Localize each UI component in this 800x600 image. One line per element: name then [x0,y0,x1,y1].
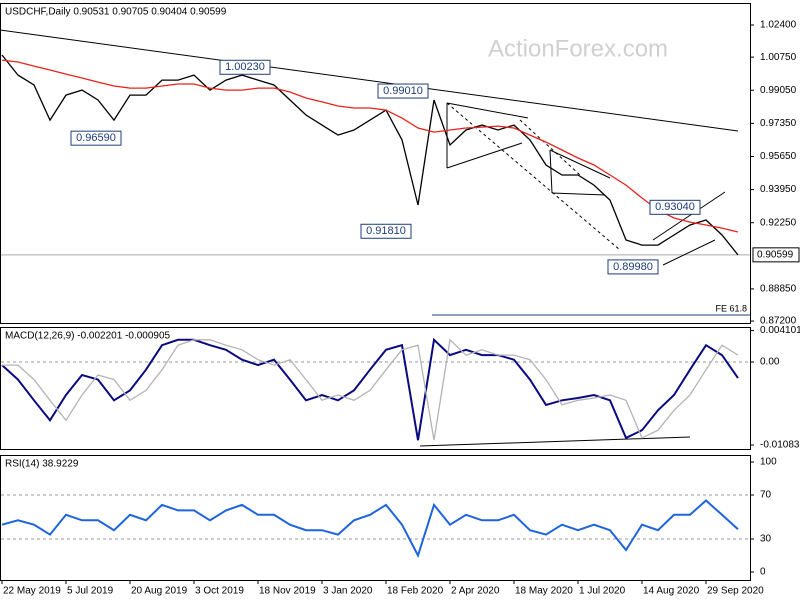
y-tick-label: 30 [760,534,772,545]
y-tick-label: 1.00750 [760,52,797,63]
price-annotation: 0.91810 [366,225,406,237]
price-annotation: 0.93040 [655,201,695,213]
price-annotation: 0.89980 [613,261,653,273]
x-tick-label: 20 Aug 2019 [131,586,188,597]
trendline [551,192,606,196]
x-tick-label: 2 Apr 2020 [451,586,500,597]
y-tick-label: 70 [760,490,772,501]
price-annotation-box [649,199,701,215]
panel-title: MACD(12,26,9) -0.002201 -0.000905 [5,331,171,342]
panel-title: USDCHF,Daily 0.90531 0.90705 0.90404 0.9… [5,7,227,18]
y-tick-label: 0.92250 [760,217,797,228]
series-line [1,54,739,256]
price-annotation-box [360,223,412,239]
y-tick-label: -0.010833 [760,440,800,451]
trendline-dashed [519,119,581,176]
panel [0,455,751,581]
last-price-box [752,247,800,263]
x-tick-label: 18 Feb 2020 [387,586,444,597]
x-tick-label: 18 Nov 2019 [259,586,316,597]
x-tick-label: 3 Jan 2020 [323,586,373,597]
trendline [652,191,726,241]
y-tick-label: 0.00 [760,357,780,368]
y-tick-label: 0.93950 [760,184,797,195]
y-tick-label: 1.02400 [760,20,797,31]
fe-label: FE 61.8 [715,303,747,313]
price-annotation-box [377,83,429,99]
x-tick-label: 29 Sep 2020 [707,586,764,597]
series-line [2,338,739,441]
panel [0,327,751,450]
y-tick-label: 0.004101 [760,325,800,336]
y-tick-label: 0.87200 [760,316,797,327]
y-tick-label: 0.95650 [760,151,797,162]
trendline [446,142,523,169]
x-tick-label: 18 May 2020 [515,586,573,597]
last-price-label: 0.90599 [757,249,794,260]
trendline [419,436,691,447]
y-tick-label: 100 [760,457,777,468]
trendline [0,29,739,132]
price-annotation: 0.96590 [76,132,116,144]
trendline [549,149,611,179]
y-tick-label: 0.99050 [760,85,797,96]
watermark: ActionForex.com [488,35,668,62]
x-tick-label: 5 Jul 2019 [67,586,114,597]
price-annotation-box [219,59,271,75]
trendline [549,149,553,194]
y-tick-label: 0.88850 [760,284,797,295]
price-annotation: 1.00230 [225,61,265,73]
price-annotation: 0.99010 [383,85,423,97]
x-tick-label: 3 Oct 2019 [195,586,244,597]
x-tick-label: 22 May 2019 [3,586,61,597]
series-line [1,499,739,559]
trendline [662,239,716,266]
panel-title: RSI(14) 38.9229 [5,459,79,470]
series-line [1,59,739,233]
price-annotation-box [607,259,659,275]
y-tick-label: 0.97350 [760,118,797,129]
y-tick-label: 0 [760,567,766,578]
x-tick-label: 1 Jul 2020 [579,586,626,597]
trendline [446,102,529,119]
x-tick-label: 14 Aug 2020 [643,586,700,597]
price-annotation-box [70,130,122,146]
